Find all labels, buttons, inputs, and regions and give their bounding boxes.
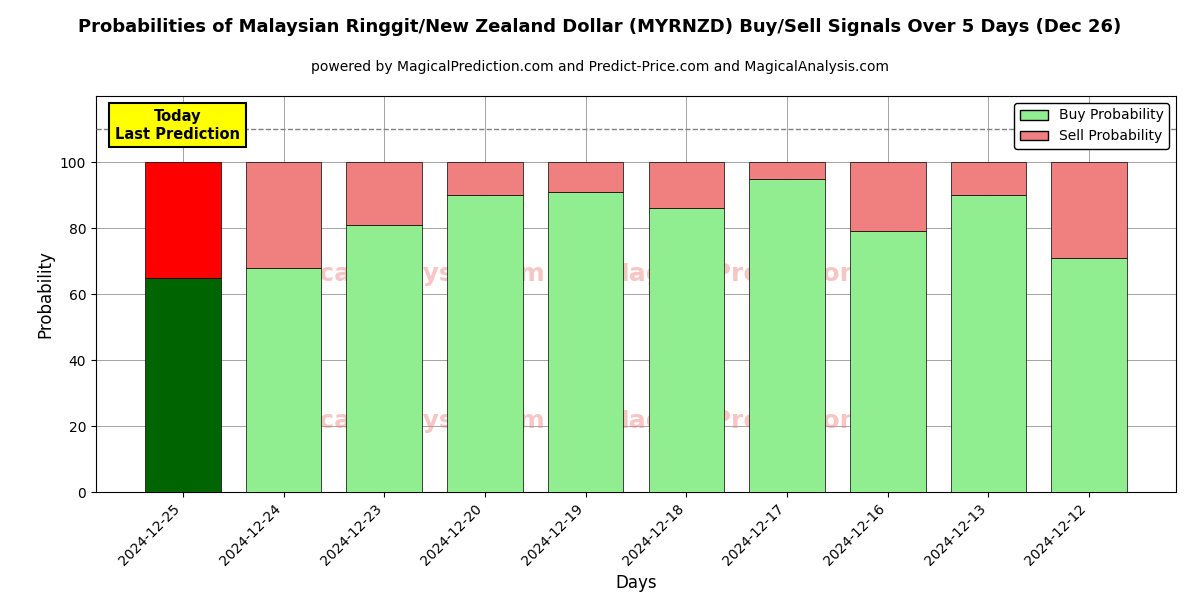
X-axis label: Days: Days [616, 574, 656, 592]
Text: MagicalPrediction.com: MagicalPrediction.com [605, 409, 926, 433]
Bar [448, 162, 523, 195]
Bar [1051, 258, 1127, 492]
Text: MagicalPrediction.com: MagicalPrediction.com [605, 262, 926, 286]
Bar [1051, 162, 1127, 258]
Text: powered by MagicalPrediction.com and Predict-Price.com and MagicalAnalysis.com: powered by MagicalPrediction.com and Pre… [311, 60, 889, 74]
Bar [246, 268, 322, 492]
Bar [347, 162, 422, 224]
Bar [145, 277, 221, 492]
Text: MagicalAnalysis.com: MagicalAnalysis.com [252, 262, 545, 286]
Text: Today
Last Prediction: Today Last Prediction [115, 109, 240, 142]
Bar [950, 195, 1026, 492]
Bar [648, 162, 724, 208]
Legend: Buy Probability, Sell Probability: Buy Probability, Sell Probability [1014, 103, 1169, 149]
Bar [347, 224, 422, 492]
Bar [246, 162, 322, 268]
Bar [950, 162, 1026, 195]
Text: Probabilities of Malaysian Ringgit/New Zealand Dollar (MYRNZD) Buy/Sell Signals : Probabilities of Malaysian Ringgit/New Z… [78, 18, 1122, 36]
Bar [548, 162, 624, 191]
Bar [749, 179, 824, 492]
Y-axis label: Probability: Probability [36, 250, 54, 338]
Text: MagicalAnalysis.com: MagicalAnalysis.com [252, 409, 545, 433]
Bar [548, 191, 624, 492]
Bar [448, 195, 523, 492]
Bar [850, 162, 925, 231]
Bar [648, 208, 724, 492]
Bar [749, 162, 824, 179]
Bar [850, 231, 925, 492]
Bar [145, 162, 221, 277]
